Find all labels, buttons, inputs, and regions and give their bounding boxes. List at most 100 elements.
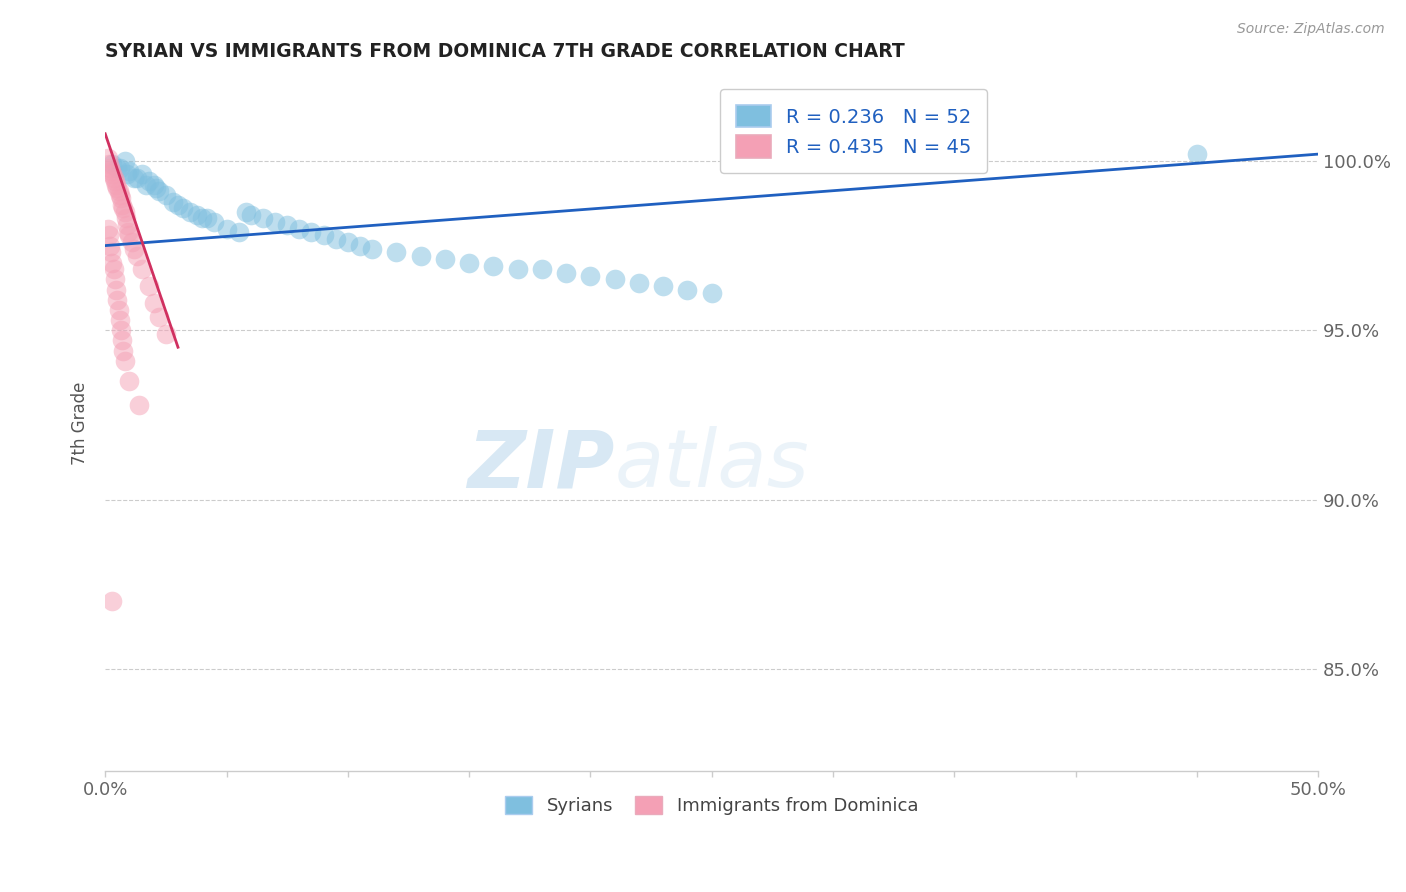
Point — [117, 225, 139, 239]
Point — [325, 232, 347, 246]
Point — [579, 269, 602, 284]
Text: atlas: atlas — [614, 426, 810, 504]
Point — [186, 208, 208, 222]
Point — [97, 228, 120, 243]
Point — [104, 174, 127, 188]
Point — [409, 249, 432, 263]
Point — [114, 211, 136, 226]
Point — [627, 276, 650, 290]
Point — [100, 164, 122, 178]
Point — [162, 194, 184, 209]
Point — [112, 202, 135, 216]
Text: SYRIAN VS IMMIGRANTS FROM DOMINICA 7TH GRADE CORRELATION CHART: SYRIAN VS IMMIGRANTS FROM DOMINICA 7TH G… — [105, 42, 905, 61]
Point — [97, 157, 120, 171]
Point — [111, 334, 134, 348]
Point — [555, 266, 578, 280]
Y-axis label: 7th Grade: 7th Grade — [72, 382, 89, 465]
Point — [700, 285, 723, 300]
Point — [349, 238, 371, 252]
Point — [138, 279, 160, 293]
Point — [105, 161, 128, 175]
Point — [142, 296, 165, 310]
Point — [125, 170, 148, 185]
Point — [264, 215, 287, 229]
Point — [336, 235, 359, 250]
Point — [101, 594, 124, 608]
Point — [98, 238, 121, 252]
Point — [145, 181, 167, 195]
Point — [97, 151, 120, 165]
Point — [131, 262, 153, 277]
Point — [482, 259, 505, 273]
Point — [195, 211, 218, 226]
Point — [111, 198, 134, 212]
Point — [108, 313, 131, 327]
Point — [125, 249, 148, 263]
Point — [114, 353, 136, 368]
Point — [108, 161, 131, 175]
Point — [142, 178, 165, 192]
Point — [124, 170, 146, 185]
Point — [603, 272, 626, 286]
Point — [101, 168, 124, 182]
Point — [105, 178, 128, 192]
Point — [676, 283, 699, 297]
Point — [105, 283, 128, 297]
Text: ZIP: ZIP — [467, 426, 614, 504]
Point — [114, 153, 136, 168]
Point — [179, 204, 201, 219]
Point — [167, 198, 190, 212]
Point — [118, 374, 141, 388]
Point — [148, 310, 170, 324]
Point — [107, 185, 129, 199]
Point — [433, 252, 456, 267]
Point — [288, 221, 311, 235]
Point — [103, 170, 125, 185]
Point — [312, 228, 335, 243]
Point — [108, 187, 131, 202]
Point — [118, 228, 141, 243]
Point — [299, 225, 322, 239]
Point — [112, 343, 135, 358]
Point — [110, 191, 132, 205]
Point — [124, 242, 146, 256]
Text: Source: ZipAtlas.com: Source: ZipAtlas.com — [1237, 22, 1385, 37]
Point — [118, 164, 141, 178]
Point — [107, 302, 129, 317]
Point — [148, 185, 170, 199]
Point — [110, 323, 132, 337]
Point — [128, 398, 150, 412]
Point — [458, 255, 481, 269]
Point — [652, 279, 675, 293]
Point — [215, 221, 238, 235]
Point — [155, 187, 177, 202]
Point — [104, 272, 127, 286]
Point — [100, 245, 122, 260]
Point — [97, 221, 120, 235]
Point — [105, 181, 128, 195]
Point — [239, 208, 262, 222]
Point — [252, 211, 274, 226]
Point — [114, 204, 136, 219]
Point — [115, 168, 138, 182]
Point — [101, 255, 124, 269]
Point — [235, 204, 257, 219]
Point — [135, 178, 157, 192]
Point — [361, 242, 384, 256]
Point — [98, 161, 121, 175]
Point — [172, 202, 194, 216]
Point — [191, 211, 214, 226]
Point — [131, 168, 153, 182]
Point — [1185, 147, 1208, 161]
Point — [138, 174, 160, 188]
Point — [530, 262, 553, 277]
Point — [101, 157, 124, 171]
Legend: Syrians, Immigrants from Dominica: Syrians, Immigrants from Dominica — [496, 787, 927, 824]
Point — [385, 245, 408, 260]
Point — [276, 219, 298, 233]
Point — [121, 235, 143, 250]
Point — [202, 215, 225, 229]
Point — [105, 293, 128, 307]
Point — [155, 326, 177, 341]
Point — [115, 219, 138, 233]
